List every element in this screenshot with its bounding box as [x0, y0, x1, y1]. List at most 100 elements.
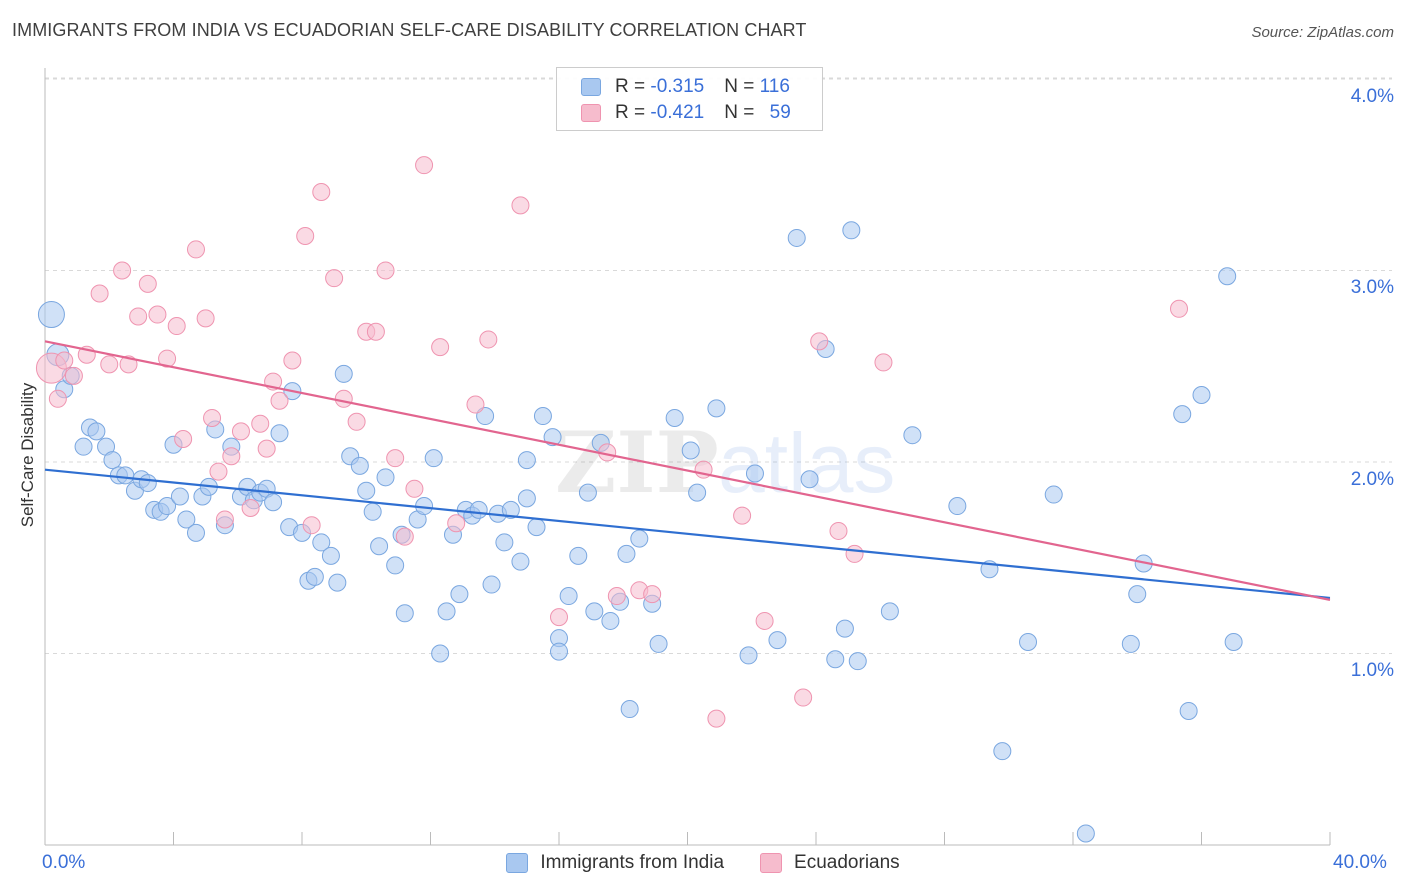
india-point — [688, 483, 707, 502]
india-point — [800, 470, 819, 489]
ecuadorians-point — [129, 307, 148, 326]
india-point — [707, 399, 726, 418]
r-label: R = — [615, 76, 651, 97]
ecuadorians-point — [1170, 299, 1189, 318]
legend-item-ecuadorians[interactable]: Ecuadorians — [760, 852, 900, 874]
ecuadorians-point — [270, 391, 289, 410]
ecuadorians-point — [64, 366, 83, 385]
india-point — [739, 646, 758, 665]
watermark: ZIP atlas — [555, 413, 895, 512]
india-point — [395, 604, 414, 623]
ecuadorians-point — [845, 544, 864, 563]
india-point — [116, 466, 135, 485]
india-point — [826, 650, 845, 669]
ecuadorians-point — [222, 447, 241, 466]
india-point — [880, 602, 899, 621]
india-point — [501, 500, 520, 519]
ecuadorians-point — [148, 305, 167, 324]
india-point — [1044, 485, 1063, 504]
india-point — [517, 451, 536, 470]
india-point — [357, 481, 376, 500]
india-point — [903, 426, 922, 445]
ecuadorians-point — [376, 261, 395, 280]
y-tick-label-3: 3.0% — [1350, 277, 1394, 298]
x-tick-label-max: 40.0% — [1333, 852, 1387, 873]
india-point — [87, 422, 106, 441]
ecuadorians-point — [479, 330, 498, 349]
r-value: -0.315 — [650, 76, 705, 97]
ecuadorians-trend-line — [44, 340, 1331, 601]
india-point — [469, 500, 488, 519]
ecuadorians-point — [167, 317, 186, 336]
n-value: 116 — [759, 76, 790, 97]
india-point — [1179, 701, 1198, 720]
india-point — [517, 489, 536, 508]
india-point — [328, 573, 347, 592]
india-point — [665, 408, 684, 427]
ecuadorians-point — [794, 688, 813, 707]
series-ecuadorians-points — [35, 156, 1189, 728]
ecuadorians-point — [296, 227, 315, 246]
india-point — [948, 497, 967, 516]
india-point — [476, 407, 495, 426]
india-point — [533, 407, 552, 426]
ecuadorians-point — [810, 332, 829, 351]
stats-row-india: R = -0.315 N = 116 — [581, 75, 790, 99]
india-point — [424, 449, 443, 468]
series-india-points — [37, 221, 1243, 843]
india-trend-line — [44, 468, 1331, 600]
ecuadorians-point — [607, 587, 626, 606]
india-point — [350, 456, 369, 475]
ecuadorians-point — [251, 414, 270, 433]
ecuadorians-point — [231, 422, 250, 441]
india-point — [177, 510, 196, 529]
india-point — [527, 518, 546, 537]
stats-legend: R = -0.315 N = 116 R = -0.421 N = 59 — [556, 67, 823, 131]
india-point — [312, 533, 331, 552]
ecuadorians-point — [874, 353, 893, 372]
india-point — [386, 556, 405, 575]
india-point — [186, 523, 205, 542]
india-point — [1121, 634, 1140, 653]
ecuadorians-swatch — [760, 853, 783, 873]
india-point — [1173, 405, 1192, 424]
ecuadorians-point — [215, 510, 234, 529]
india-point — [617, 544, 636, 563]
ecuadorians-point — [312, 182, 331, 201]
india-point — [1019, 633, 1038, 652]
india-point — [620, 700, 639, 719]
india-point — [768, 631, 787, 650]
ecuadorians-point — [386, 449, 405, 468]
ecuadorians-point — [431, 338, 450, 357]
india-point — [745, 464, 764, 483]
india-point — [363, 502, 382, 521]
r-label: R = — [615, 102, 651, 123]
ecuadorians-point — [334, 389, 353, 408]
india-point — [370, 537, 389, 556]
ecuadorians-point — [829, 521, 848, 540]
ecuadorians-point — [466, 395, 485, 414]
ecuadorians-point — [733, 506, 752, 525]
watermark-atlas: atlas — [718, 416, 895, 510]
ecuadorians-swatch — [581, 104, 601, 122]
legend-item-india[interactable]: Immigrants from India — [506, 852, 724, 874]
n-label: N = — [724, 76, 760, 97]
india-point — [482, 575, 501, 594]
ecuadorians-point — [395, 527, 414, 546]
r-value: -0.421 — [650, 102, 705, 123]
ecuadorians-point — [55, 351, 74, 370]
india-point — [1076, 824, 1095, 843]
chart-title: IMMIGRANTS FROM INDIA VS ECUADORIAN SELF… — [12, 20, 807, 40]
india-point — [787, 228, 806, 247]
india-point — [1128, 585, 1147, 604]
ecuadorians-point — [347, 412, 366, 431]
india-point — [993, 742, 1012, 761]
n-label: N = — [724, 102, 760, 123]
india-point — [848, 652, 867, 671]
india-point — [630, 529, 649, 548]
ecuadorians-point — [100, 355, 119, 374]
india-point — [842, 221, 861, 240]
india-point — [138, 474, 157, 493]
y-tick-label-4: 4.0% — [1350, 86, 1394, 107]
